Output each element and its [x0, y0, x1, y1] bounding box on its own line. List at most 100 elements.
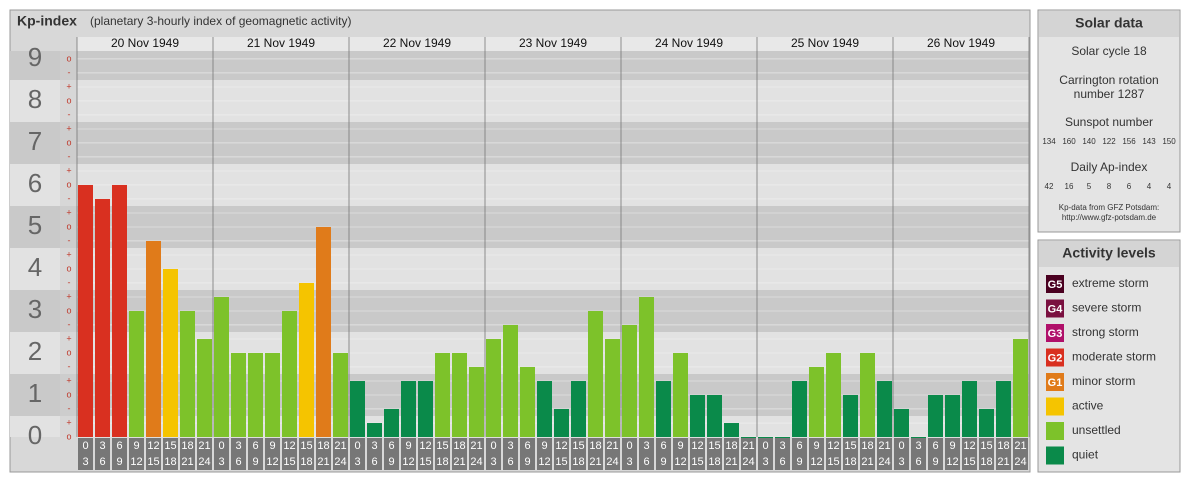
bar — [945, 394, 960, 437]
bar — [503, 324, 518, 437]
slot-start: 0 — [490, 440, 496, 452]
slot-start: 12 — [555, 440, 567, 452]
bar — [129, 310, 144, 437]
minor-tick-label: - — [68, 67, 71, 77]
legend-label: minor storm — [1072, 374, 1135, 388]
bar — [95, 198, 110, 437]
ap-value: 6 — [1127, 182, 1132, 191]
slot-end: 9 — [116, 456, 122, 468]
slot-start: 18 — [997, 440, 1009, 452]
slot-end: 3 — [626, 456, 632, 468]
bar — [316, 226, 331, 437]
y-tick-label: 9 — [28, 42, 42, 72]
sunspot-value: 140 — [1082, 137, 1096, 146]
slot-box — [673, 438, 688, 470]
legend-swatch — [1046, 373, 1064, 391]
minor-tick-label: + — [66, 165, 71, 175]
slot-start: 15 — [300, 440, 312, 452]
bar — [350, 381, 365, 437]
slot-start: 15 — [980, 440, 992, 452]
minor-tick-label: + — [66, 81, 71, 91]
solar-cycle: Solar cycle 18 — [1071, 44, 1147, 58]
slot-start: 15 — [572, 440, 584, 452]
slot-start: 3 — [371, 440, 377, 452]
slot-box — [350, 438, 365, 470]
slot-box — [503, 438, 518, 470]
minor-tick-label: o — [66, 389, 71, 399]
source: http://www.gfz-potsdam.de — [1062, 213, 1157, 222]
bar — [333, 352, 348, 437]
date-label: 23 Nov 1949 — [519, 36, 587, 50]
bar — [928, 394, 943, 437]
slot-start: 21 — [1014, 440, 1026, 452]
bar — [690, 394, 705, 437]
bar — [911, 437, 926, 438]
bar — [435, 352, 450, 437]
slot-box — [843, 438, 858, 470]
minor-tick-label: o — [66, 431, 71, 441]
bar — [724, 423, 739, 437]
slot-start: 3 — [99, 440, 105, 452]
bar — [282, 310, 297, 437]
slot-start: 15 — [164, 440, 176, 452]
slot-start: 3 — [915, 440, 921, 452]
slot-end: 3 — [218, 456, 224, 468]
ap-value: 8 — [1107, 182, 1112, 191]
bar — [605, 339, 620, 437]
slot-box — [248, 438, 263, 470]
bar — [639, 297, 654, 437]
bar — [1013, 339, 1028, 437]
slot-box — [180, 438, 195, 470]
bar — [826, 352, 841, 437]
slot-end: 6 — [507, 456, 513, 468]
bar — [809, 366, 824, 437]
bar — [622, 324, 637, 437]
slot-start: 3 — [779, 440, 785, 452]
chart-subtitle: (planetary 3-hourly index of geomagnetic… — [90, 14, 351, 28]
legend-code: G3 — [1048, 328, 1063, 340]
bar — [112, 184, 127, 437]
minor-tick-label: - — [68, 277, 71, 287]
slot-end: 18 — [572, 456, 584, 468]
bar — [656, 381, 671, 437]
legend-label: strong storm — [1072, 325, 1139, 339]
slot-end: 21 — [453, 456, 465, 468]
date-label: 25 Nov 1949 — [791, 36, 859, 50]
sunspot-title: Sunspot number — [1065, 115, 1153, 129]
slot-start: 12 — [963, 440, 975, 452]
slot-end: 21 — [861, 456, 873, 468]
date-label: 20 Nov 1949 — [111, 36, 179, 50]
slot-box — [316, 438, 331, 470]
bar — [996, 381, 1011, 437]
bar — [78, 184, 93, 437]
legend-label: extreme storm — [1072, 276, 1149, 290]
bar — [673, 352, 688, 437]
slot-box — [656, 438, 671, 470]
slot-end: 18 — [300, 456, 312, 468]
slot-end: 24 — [742, 456, 754, 468]
minor-tick-label: + — [66, 123, 71, 133]
slot-end: 21 — [181, 456, 193, 468]
slot-box — [486, 438, 501, 470]
y-tick-label: 2 — [28, 336, 42, 366]
slot-end: 12 — [674, 456, 686, 468]
panel-header — [1039, 241, 1179, 267]
bar — [554, 408, 569, 437]
bar — [758, 437, 773, 438]
slot-box — [962, 438, 977, 470]
slot-end: 12 — [810, 456, 822, 468]
bar — [962, 381, 977, 437]
slot-box — [877, 438, 892, 470]
slot-box — [554, 438, 569, 470]
slot-box — [197, 438, 212, 470]
slot-start: 18 — [589, 440, 601, 452]
sunspot-value: 156 — [1122, 137, 1136, 146]
slot-box — [129, 438, 144, 470]
slot-end: 6 — [915, 456, 921, 468]
slot-end: 24 — [198, 456, 210, 468]
minor-tick-label: o — [66, 53, 71, 63]
slot-start: 21 — [606, 440, 618, 452]
bar — [146, 240, 161, 437]
minor-tick-label: o — [66, 137, 71, 147]
